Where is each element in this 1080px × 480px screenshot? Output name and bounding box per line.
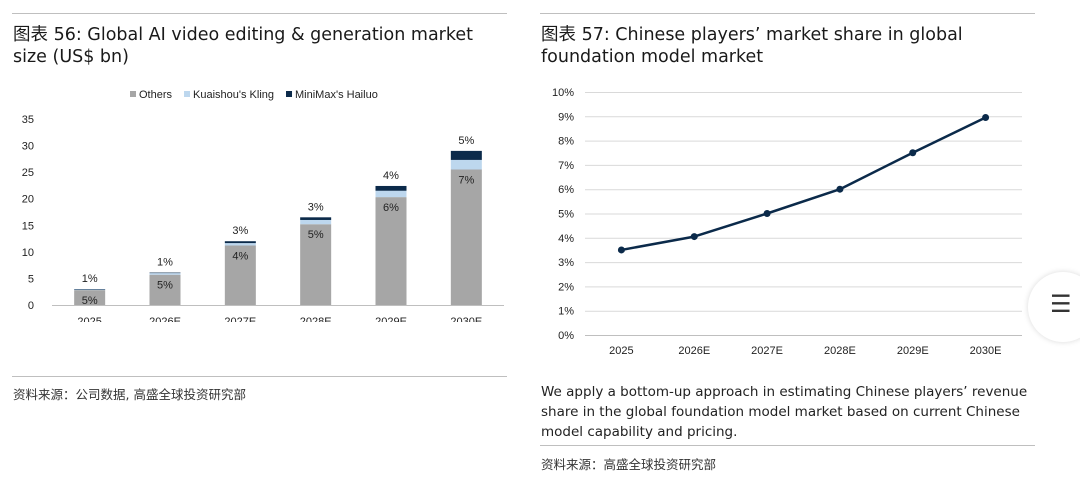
- x-tick-label-2026E: 2026E: [678, 345, 710, 357]
- y-tick-label-6: 30: [22, 141, 34, 153]
- inner-label-2028E: 5%: [308, 229, 324, 241]
- data-point-2026E: [691, 233, 698, 240]
- series-line: [621, 118, 985, 250]
- y-tick-label-3: 15: [22, 220, 34, 232]
- inner-label-2030E: 7%: [458, 174, 474, 186]
- y-tick-label-5: 5%: [558, 209, 574, 221]
- data-point-2025: [618, 246, 625, 253]
- x-tick-label-2028E: 2028E: [300, 316, 332, 322]
- left-chart-title: 图表 56: Global AI video editing & generat…: [12, 24, 507, 68]
- data-point-2030E: [982, 114, 989, 121]
- inner-label-2029E: 6%: [383, 202, 399, 214]
- y-tick-label-2: 10: [22, 247, 34, 259]
- source-rule: [12, 376, 507, 377]
- inner-label-2025: 5%: [82, 295, 98, 307]
- top-label-2029E: 4%: [383, 170, 399, 182]
- x-tick-label-2026E: 2026E: [149, 316, 181, 322]
- right-chart-source: 资料来源：高盛全球投资研究部: [541, 454, 716, 473]
- y-tick-label-3: 3%: [558, 257, 574, 269]
- x-tick-label-2030E: 2030E: [970, 345, 1002, 357]
- top-rule: [12, 13, 507, 14]
- inner-label-2027E: 4%: [232, 250, 248, 262]
- y-tick-label-9: 9%: [558, 111, 574, 123]
- top-label-2028E: 3%: [308, 201, 324, 213]
- bar-chart: Others Kuaishou's Kling MiniMax's Hailuo 0 5…: [12, 82, 507, 322]
- y-tick-label-1: 1%: [558, 306, 574, 318]
- bar-kuaishouskling-2026E: [150, 273, 181, 275]
- y-tick-label-0: 0%: [558, 330, 574, 342]
- y-tick-label-8: 8%: [558, 136, 574, 148]
- left-chart-panel: 图表 56: Global AI video editing & generat…: [12, 0, 507, 68]
- x-tick-label-2029E: 2029E: [375, 316, 407, 322]
- left-chart-source: 资料来源：公司数据, 高盛全球投资研究部: [13, 384, 246, 403]
- source-rule: [540, 445, 1035, 446]
- y-tick-label-2: 2%: [558, 281, 574, 293]
- bar-others-2030E: [451, 169, 482, 305]
- x-tick-label-2027E: 2027E: [751, 345, 783, 357]
- data-point-2027E: [764, 210, 771, 217]
- y-tick-label-6: 6%: [558, 184, 574, 196]
- top-label-2030E: 5%: [458, 135, 474, 147]
- bar-minimaxshailuo-2025: [74, 289, 105, 290]
- x-tick-label-2030E: 2030E: [450, 316, 482, 322]
- x-tick-label-2025: 2025: [77, 316, 101, 322]
- top-label-2025: 1%: [82, 273, 98, 285]
- top-label-2026E: 1%: [157, 257, 173, 269]
- x-tick-label-2028E: 2028E: [824, 345, 856, 357]
- right-chart-title: 图表 57: Chinese players’ market share in …: [540, 24, 1035, 68]
- menu-button[interactable]: ☰: [1028, 272, 1080, 342]
- top-rule: [540, 13, 1035, 14]
- right-chart-note: We apply a bottom-up approach in estimat…: [541, 382, 1036, 442]
- y-tick-label-5: 25: [22, 167, 34, 179]
- y-tick-label-7: 7%: [558, 160, 574, 172]
- y-tick-label-1: 5: [28, 273, 34, 285]
- bar-minimaxshailuo-2030E: [451, 151, 482, 160]
- legend-swatch-1: [184, 91, 190, 97]
- bar-kuaishouskling-2027E: [225, 243, 256, 245]
- y-tick-label-4: 4%: [558, 233, 574, 245]
- bar-kuaishouskling-2030E: [451, 160, 482, 170]
- y-tick-label-7: 35: [22, 114, 34, 126]
- bar-minimaxshailuo-2026E: [150, 273, 181, 274]
- y-tick-label-0: 0: [28, 300, 34, 312]
- right-chart-panel: 图表 57: Chinese players’ market share in …: [540, 0, 1035, 68]
- line-chart: 0% 1% 2% 3% 4% 5% 6% 7% 8% 9% 10% 2025 2026E 2027E 202…: [540, 80, 1035, 370]
- top-label-2027E: 3%: [232, 225, 248, 237]
- data-point-2028E: [836, 186, 843, 193]
- legend-swatch-0: [130, 91, 136, 97]
- legend-swatch-2: [286, 91, 292, 97]
- inner-label-2026E: 5%: [157, 280, 173, 292]
- legend-label-1: Kuaishou's Kling: [193, 89, 274, 101]
- bar-kuaishouskling-2029E: [376, 191, 407, 197]
- x-tick-label-2027E: 2027E: [224, 316, 256, 322]
- hamburger-icon: ☰: [1050, 290, 1072, 318]
- y-tick-label-4: 20: [22, 194, 34, 206]
- bar-minimaxshailuo-2027E: [225, 241, 256, 243]
- bar-minimaxshailuo-2029E: [376, 186, 407, 191]
- legend-label-0: Others: [139, 89, 173, 101]
- bar-kuaishouskling-2028E: [300, 220, 331, 224]
- bar-minimaxshailuo-2028E: [300, 217, 331, 220]
- x-tick-label-2025: 2025: [609, 345, 633, 357]
- data-point-2029E: [909, 149, 916, 156]
- legend-label-2: MiniMax's Hailuo: [295, 89, 378, 101]
- y-tick-label-10: 10%: [552, 87, 574, 99]
- x-tick-label-2029E: 2029E: [897, 345, 929, 357]
